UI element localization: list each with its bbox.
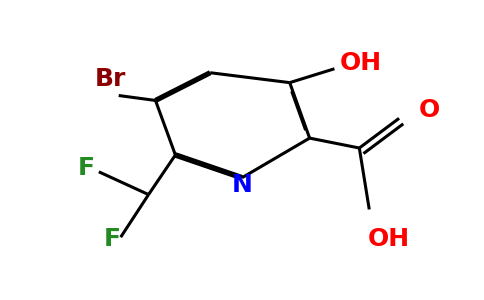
Text: F: F [77, 156, 94, 180]
Text: N: N [231, 173, 253, 197]
Text: F: F [104, 227, 121, 251]
Text: OH: OH [368, 227, 410, 251]
Text: OH: OH [340, 51, 382, 75]
Text: Br: Br [95, 67, 126, 91]
Text: O: O [418, 98, 439, 122]
